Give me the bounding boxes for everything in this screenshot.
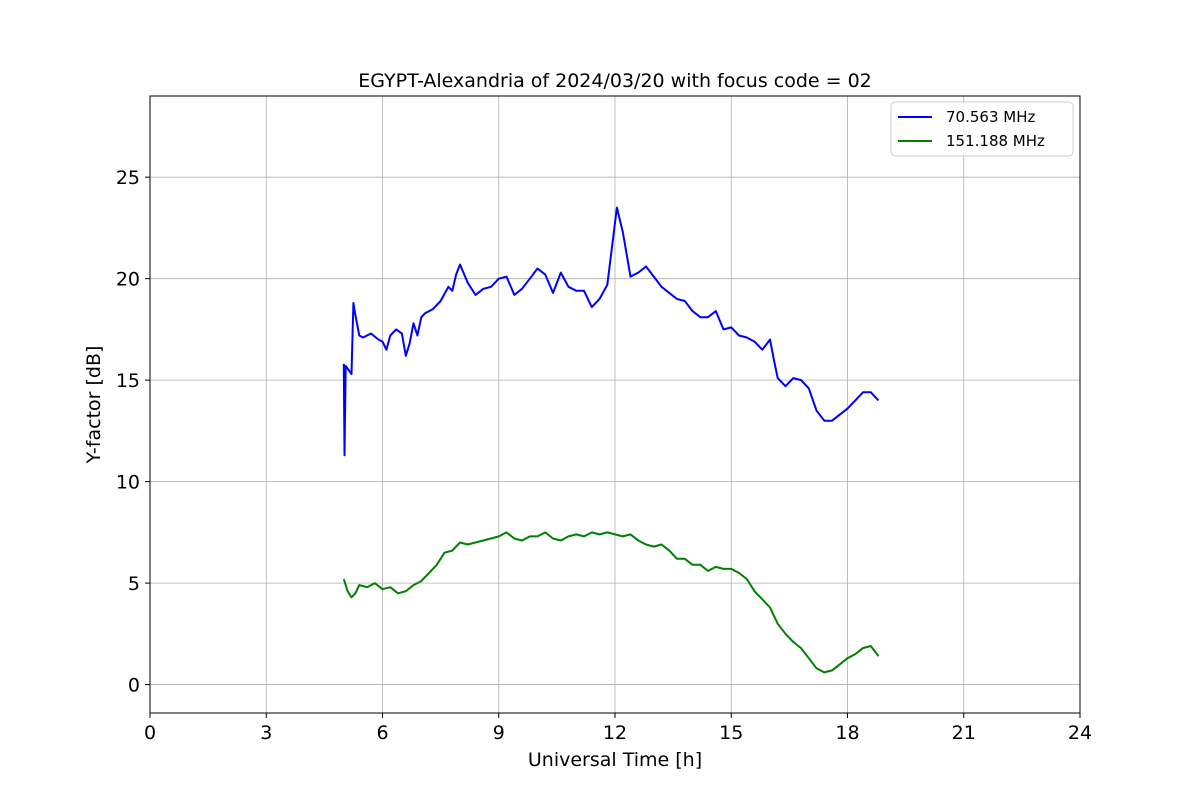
x-tick-label: 18 bbox=[835, 722, 859, 744]
series-line-70mhz bbox=[342, 206, 880, 457]
y-axis-label: Y-factor [dB] bbox=[83, 346, 105, 465]
x-tick-label: 12 bbox=[603, 722, 627, 744]
y-tick-label: 25 bbox=[116, 167, 140, 189]
legend-box bbox=[890, 101, 1074, 157]
y-tick-label: 5 bbox=[128, 573, 140, 595]
x-tick-label: 15 bbox=[719, 722, 743, 744]
legend: 70.563 MHz 151.188 MHz bbox=[890, 101, 1074, 157]
series-layer bbox=[342, 206, 880, 674]
x-tick-label: 3 bbox=[260, 722, 272, 744]
legend-label-151mhz: 151.188 MHz bbox=[946, 132, 1045, 150]
x-tick-label: 6 bbox=[376, 722, 388, 744]
y-tick-label: 15 bbox=[116, 370, 140, 392]
x-tick-label: 24 bbox=[1068, 722, 1092, 744]
series-line-151mhz bbox=[342, 531, 880, 674]
y-tick-label: 20 bbox=[116, 269, 140, 291]
x-axis-label: Universal Time [h] bbox=[528, 749, 702, 771]
x-tick-label: 9 bbox=[493, 722, 505, 744]
y-tick-label: 10 bbox=[116, 472, 140, 494]
grid bbox=[149, 96, 1081, 713]
y-tick-label: 0 bbox=[128, 675, 140, 697]
axis-ticks: 0 3 6 9 12 15 18 21 24 0 5 10 15 20 25 bbox=[116, 167, 1092, 744]
x-tick-label: 21 bbox=[952, 722, 976, 744]
x-tick-label: 0 bbox=[144, 722, 156, 744]
chart-title: EGYPT-Alexandria of 2024/03/20 with focu… bbox=[358, 70, 872, 92]
legend-label-70mhz: 70.563 MHz bbox=[946, 108, 1035, 126]
